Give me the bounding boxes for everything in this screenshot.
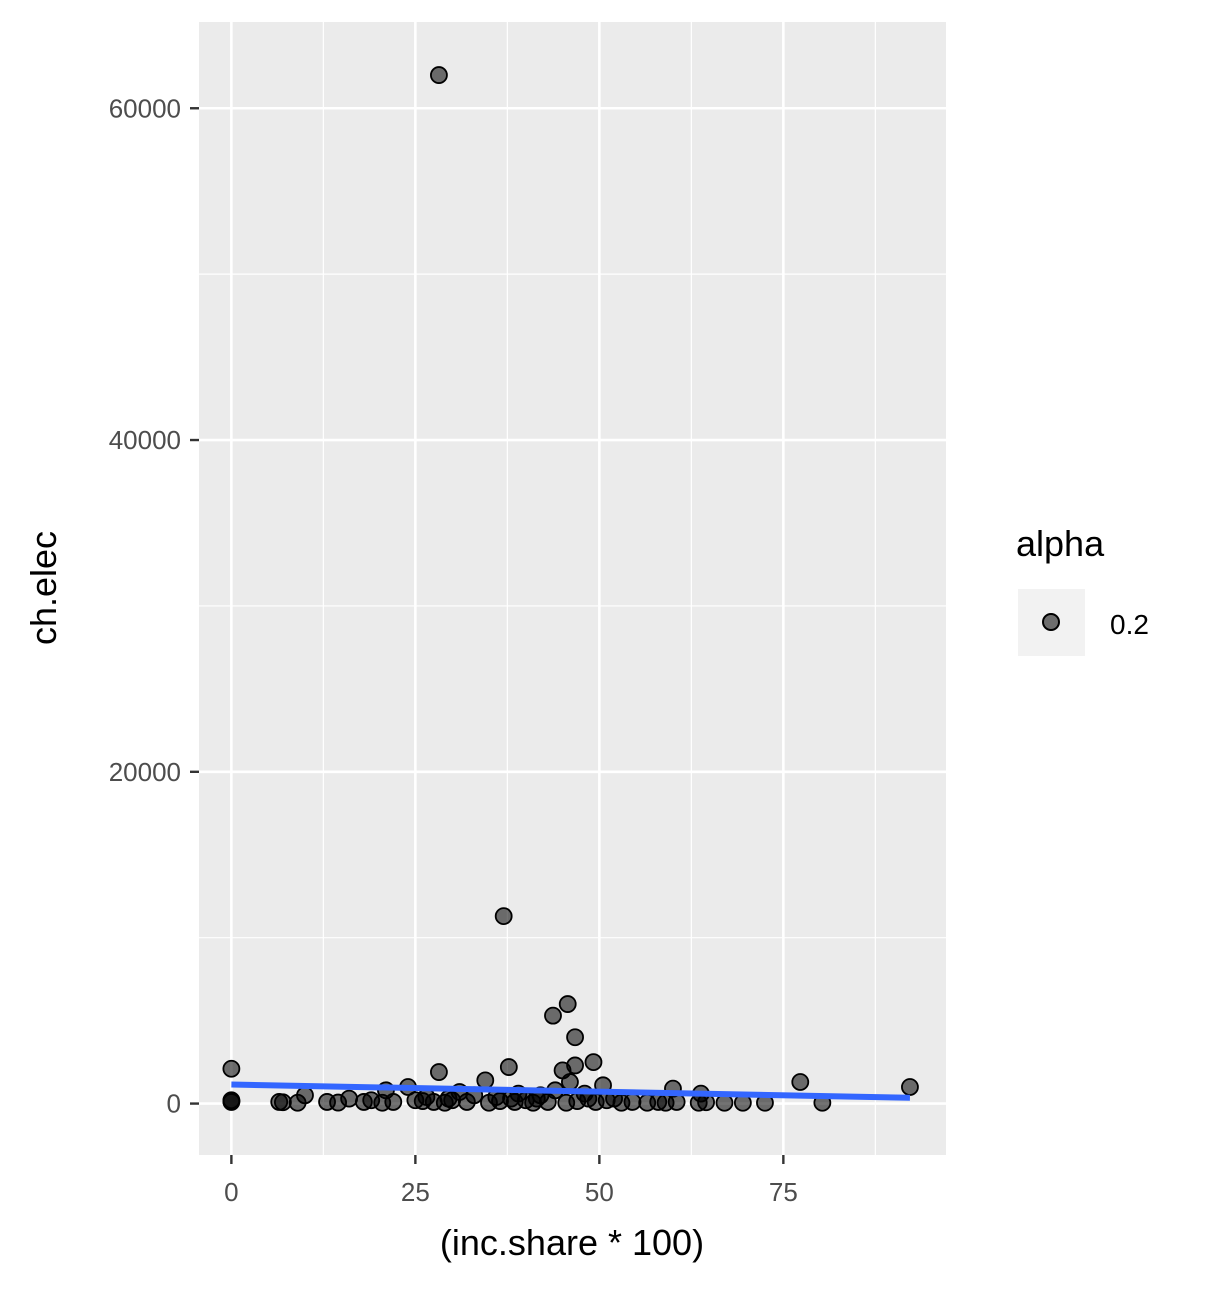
x-tick-label: 25	[401, 1177, 430, 1207]
data-point	[384, 1093, 403, 1111]
data-point	[901, 1078, 919, 1096]
data-point	[561, 1073, 579, 1091]
y-tick-label: 0	[167, 1089, 181, 1119]
data-point	[791, 1073, 810, 1091]
y-tick-label: 40000	[109, 425, 181, 455]
x-axis-title: (inc.share * 100)	[440, 1222, 704, 1263]
legend-key-point	[1042, 613, 1060, 631]
data-points	[222, 66, 919, 1112]
data-point	[457, 1093, 476, 1111]
data-point	[558, 995, 577, 1013]
plot-panel	[199, 22, 946, 1155]
legend: alpha 0.2	[1016, 523, 1149, 656]
legend-title: alpha	[1016, 523, 1105, 564]
data-point	[288, 1093, 307, 1112]
x-tick-label: 0	[224, 1177, 238, 1207]
data-point	[623, 1093, 642, 1111]
y-axis: 0 20000 40000 60000	[109, 93, 199, 1119]
data-point	[499, 1058, 518, 1076]
data-point	[566, 1028, 584, 1047]
data-point	[222, 1059, 241, 1078]
grid-minor	[199, 22, 946, 1155]
data-point	[476, 1071, 495, 1090]
data-point	[494, 907, 513, 926]
x-tick-label: 50	[585, 1177, 614, 1207]
x-axis: 0 25 50 75	[224, 1155, 798, 1207]
legend-entry-label: 0.2	[1110, 609, 1149, 640]
data-point	[273, 1093, 292, 1112]
x-tick-label: 75	[769, 1177, 798, 1207]
data-point	[439, 1089, 458, 1108]
data-point	[222, 1093, 241, 1111]
data-point	[584, 1053, 603, 1072]
trend-line-group	[231, 1081, 910, 1101]
data-point	[329, 1093, 347, 1112]
data-point	[430, 66, 448, 84]
y-tick-label: 20000	[109, 757, 181, 787]
y-tick-label: 60000	[109, 93, 181, 123]
data-point	[430, 1063, 448, 1081]
trend-line	[231, 1081, 910, 1101]
y-axis-title: ch.elec	[23, 531, 64, 645]
data-point	[544, 1006, 562, 1025]
